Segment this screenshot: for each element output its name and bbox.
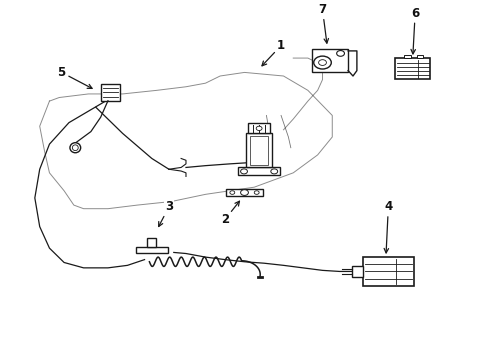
- Circle shape: [318, 60, 326, 66]
- FancyBboxPatch shape: [249, 136, 268, 165]
- Circle shape: [254, 191, 259, 194]
- FancyBboxPatch shape: [238, 167, 279, 175]
- FancyBboxPatch shape: [136, 247, 167, 253]
- Ellipse shape: [72, 145, 78, 150]
- Text: 6: 6: [410, 7, 418, 54]
- Circle shape: [256, 126, 262, 131]
- FancyBboxPatch shape: [362, 257, 413, 286]
- FancyBboxPatch shape: [404, 55, 410, 58]
- Circle shape: [240, 169, 247, 174]
- FancyBboxPatch shape: [226, 189, 262, 196]
- Text: 5: 5: [58, 66, 92, 89]
- Circle shape: [336, 50, 344, 56]
- Ellipse shape: [70, 143, 81, 153]
- FancyBboxPatch shape: [147, 238, 156, 247]
- Circle shape: [313, 56, 330, 69]
- Circle shape: [240, 190, 248, 195]
- FancyBboxPatch shape: [416, 55, 423, 58]
- FancyBboxPatch shape: [246, 134, 271, 167]
- FancyBboxPatch shape: [311, 49, 347, 72]
- Circle shape: [229, 191, 234, 194]
- FancyBboxPatch shape: [101, 84, 120, 101]
- Text: 2: 2: [221, 201, 239, 226]
- Text: 1: 1: [262, 39, 285, 66]
- Text: 7: 7: [318, 3, 328, 43]
- FancyBboxPatch shape: [351, 266, 362, 277]
- FancyBboxPatch shape: [394, 58, 429, 79]
- FancyBboxPatch shape: [247, 123, 269, 134]
- Text: 4: 4: [383, 201, 392, 253]
- Text: 3: 3: [158, 201, 173, 226]
- Circle shape: [270, 169, 277, 174]
